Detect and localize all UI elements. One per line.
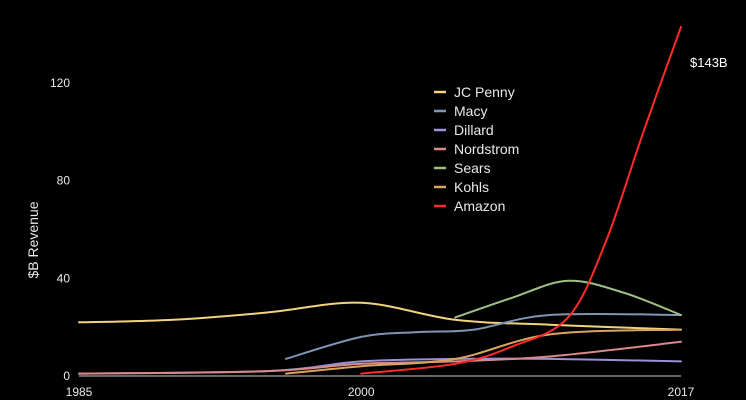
series-line-sears [454, 279, 682, 319]
y-tick-label: 0 [63, 369, 70, 383]
x-tick-label: 1985 [66, 385, 93, 399]
series-line-kohls [284, 328, 682, 375]
legend-label-nordstrom: Nordstrom [454, 141, 519, 157]
series-line-macy [284, 312, 682, 360]
series-line-amazon [360, 25, 682, 375]
legend: JC Penny Macy Dillard Nordstrom Sears Kohls Am… [434, 84, 519, 214]
x-tick-label: 2000 [348, 385, 375, 399]
series-line-jc-penny [78, 301, 682, 331]
y-tick-labels: 0 40 80 120 [50, 76, 70, 383]
legend-label-kohls: Kohls [454, 179, 489, 195]
x-tick-label: 2017 [668, 385, 695, 399]
legend-label-jc-penny: JC Penny [454, 84, 515, 100]
legend-label-dillard: Dillard [454, 122, 494, 138]
y-axis-label: $B Revenue [25, 201, 41, 278]
amazon-value-annotation: $143B [690, 55, 728, 70]
y-tick-label: 120 [50, 76, 70, 90]
y-tick-label: 40 [57, 271, 71, 285]
y-tick-label: 80 [57, 174, 71, 188]
x-tick-labels: 1985 2000 2017 [66, 385, 695, 399]
series-line-nordstrom [78, 340, 682, 375]
legend-label-sears: Sears [454, 160, 491, 176]
legend-label-macy: Macy [454, 103, 487, 119]
series-lines [78, 25, 682, 375]
legend-label-amazon: Amazon [454, 198, 505, 214]
